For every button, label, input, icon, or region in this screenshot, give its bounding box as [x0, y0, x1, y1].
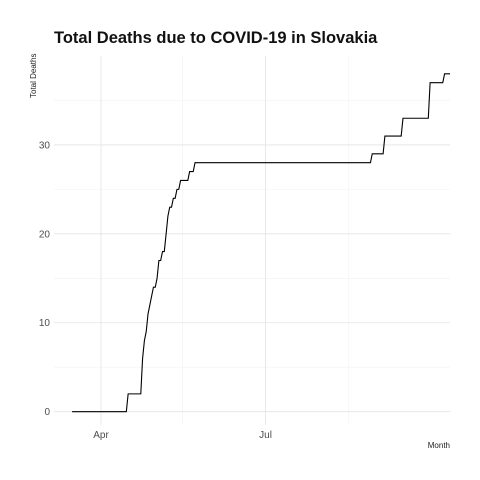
y-tick-label: 30 [39, 140, 51, 151]
y-axis-title: Total Deaths [29, 54, 38, 98]
x-tick-labels: Apr Jul [93, 430, 272, 441]
series-line-total-deaths [72, 73, 450, 413]
y-tick-label: 20 [39, 229, 51, 240]
y-tick-labels: 0 10 20 30 [39, 140, 51, 418]
series-layer [72, 73, 450, 413]
chart-title: Total Deaths due to COVID-19 in Slovakia [54, 29, 378, 47]
y-tick-label: 0 [44, 407, 50, 418]
x-axis-title: Month [428, 441, 450, 450]
x-tick-label: Jul [259, 430, 272, 441]
y-tick-label: 10 [39, 318, 51, 329]
x-tick-label: Apr [93, 430, 109, 441]
